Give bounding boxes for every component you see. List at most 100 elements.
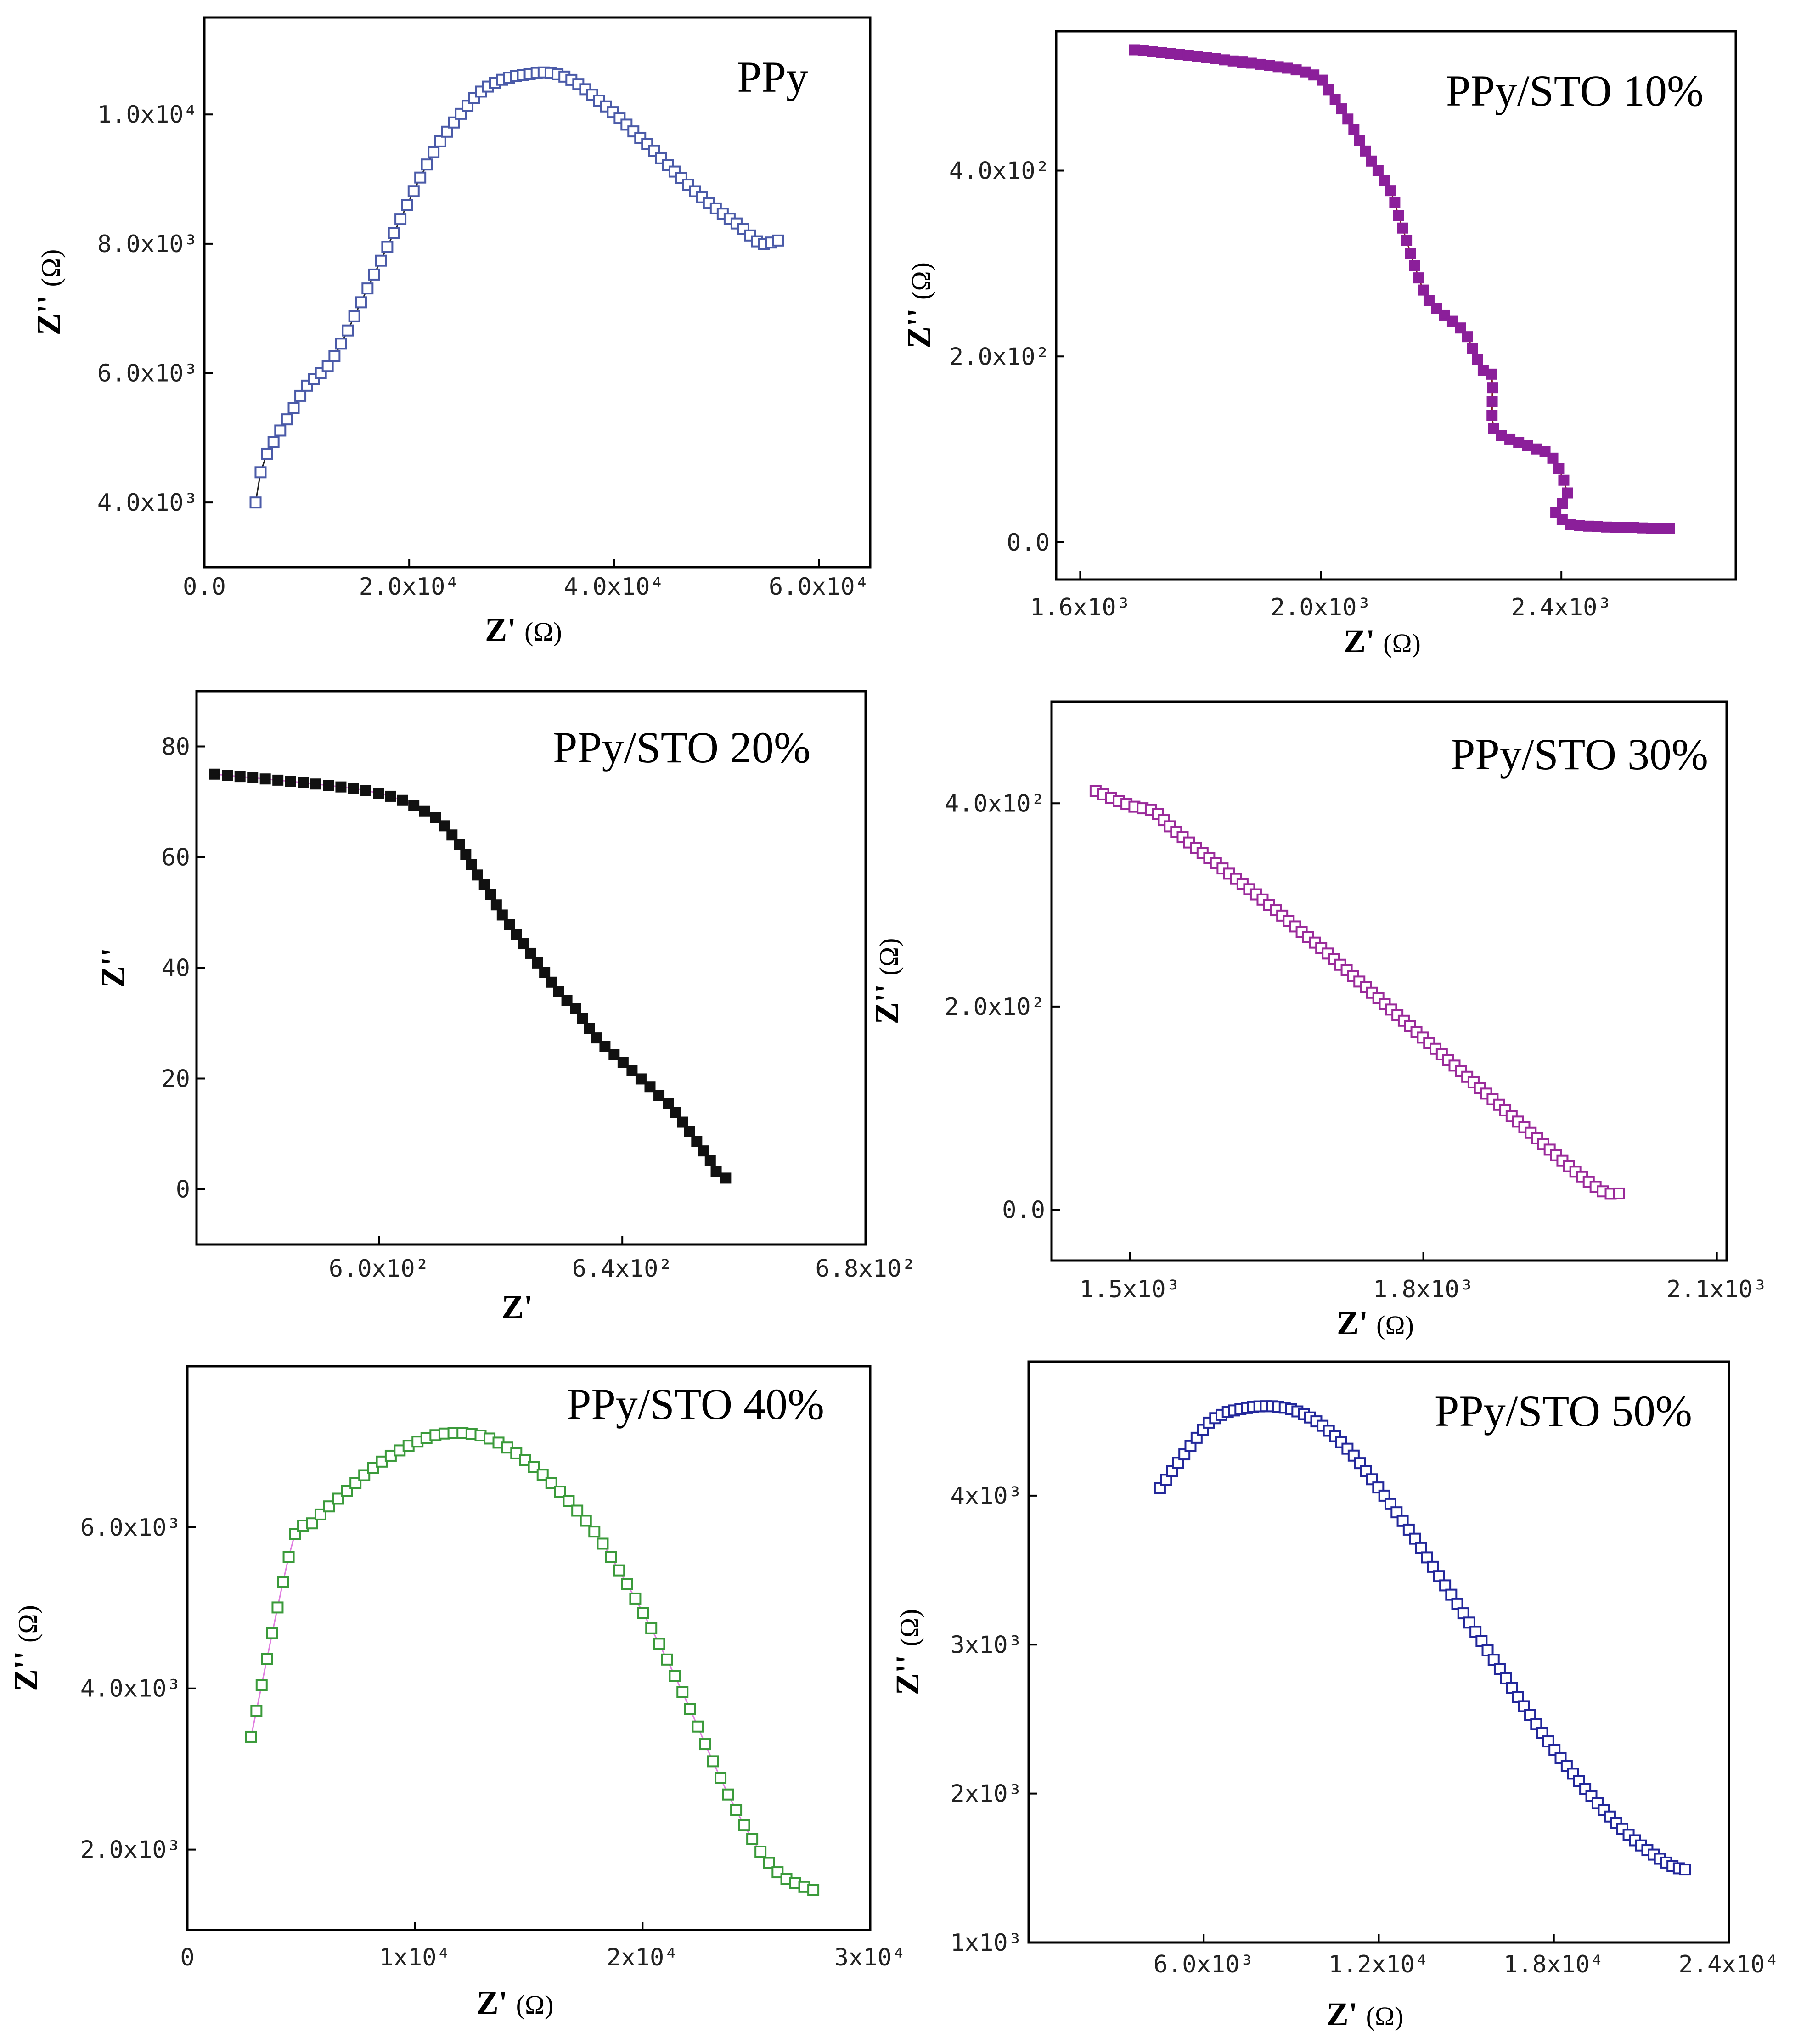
- data-point: [348, 310, 360, 322]
- data-point: [1245, 57, 1257, 69]
- y-tick-label: 8.0x10³: [97, 231, 198, 258]
- data-point: [553, 986, 564, 997]
- data-point: [1553, 463, 1565, 474]
- data-point: [1272, 61, 1284, 73]
- x-tick-label: 6.8x10²: [815, 1255, 916, 1283]
- panel-title: PPy/STO 30%: [1451, 730, 1708, 779]
- y-axis-label: Z'' (Ω): [900, 262, 937, 349]
- data-point: [259, 773, 271, 785]
- y-axis-label: Z'': [95, 947, 131, 988]
- data-point: [1405, 248, 1416, 259]
- data-point: [617, 1057, 629, 1068]
- data-point: [1457, 1607, 1469, 1620]
- data-point: [588, 1526, 601, 1538]
- data-point: [1423, 295, 1435, 306]
- plot-frame: [1055, 30, 1737, 581]
- data-point: [613, 1564, 625, 1577]
- data-point: [1402, 1523, 1415, 1536]
- data-point: [247, 772, 259, 783]
- x-tick-label: 2.0x10⁴: [359, 573, 460, 601]
- data-point: [670, 1107, 681, 1118]
- data-point: [663, 1098, 674, 1109]
- plot-frame: [1027, 1360, 1730, 1944]
- data-point: [637, 1607, 649, 1619]
- y-tick-label: 4.0x10³: [97, 489, 198, 517]
- data-point: [1360, 145, 1371, 157]
- data-point: [367, 1462, 379, 1474]
- data-point: [571, 1504, 584, 1517]
- data-point: [361, 282, 374, 295]
- data-point: [306, 1517, 318, 1530]
- data-point: [401, 199, 413, 211]
- data-point: [1439, 309, 1450, 321]
- data-point: [1467, 343, 1478, 354]
- data-point: [1336, 103, 1347, 115]
- data-point: [1455, 322, 1466, 334]
- data-point: [554, 1486, 566, 1498]
- data-point: [1137, 45, 1149, 56]
- data-point: [519, 1454, 531, 1466]
- data-point: [266, 1627, 278, 1639]
- x-tick-label: 0.0: [183, 573, 226, 601]
- x-axis-label: Z' (Ω): [485, 611, 562, 648]
- data-point: [722, 1788, 734, 1801]
- x-tick-label: 2.1x10³: [1666, 1276, 1767, 1303]
- y-tick-label: 2.0x10²: [949, 343, 1050, 371]
- data-point: [584, 1023, 595, 1034]
- data-point: [1610, 522, 1621, 533]
- data-point: [691, 1136, 703, 1147]
- data-point: [1366, 155, 1377, 167]
- data-point: [342, 324, 354, 337]
- data-point: [1174, 49, 1185, 60]
- data-point: [397, 794, 408, 806]
- data-point: [1524, 1709, 1536, 1721]
- data-point: [323, 780, 334, 791]
- data-point: [1433, 1570, 1445, 1582]
- x-axis-label: Z' (Ω): [1344, 623, 1421, 659]
- data-point: [1562, 487, 1573, 499]
- plot-frame: [203, 16, 872, 569]
- x-axis-label: Z': [501, 1289, 533, 1325]
- series-line: [214, 773, 726, 1179]
- data-point: [1646, 523, 1657, 534]
- y-tick-label: 40: [161, 955, 190, 982]
- data-point: [341, 1485, 353, 1497]
- y-tick-label: 20: [161, 1065, 190, 1093]
- data-point: [1409, 260, 1420, 271]
- data-point: [599, 1041, 611, 1052]
- data-point: [1299, 66, 1311, 78]
- y-tick-label: 80: [161, 733, 190, 761]
- data-point: [807, 1884, 820, 1896]
- data-point: [485, 889, 496, 900]
- data-point: [684, 1126, 695, 1137]
- data-point: [272, 774, 284, 786]
- data-point: [255, 1679, 268, 1691]
- data-point: [360, 785, 372, 796]
- data-point: [504, 919, 515, 930]
- panel-5: 0 1x10⁴ 2x10⁴ 3x10⁴ 2.0x10³ 4.0x10³ 6.0x10³ Z' …: [7, 1365, 906, 2021]
- data-point: [321, 360, 334, 372]
- data-point: [448, 116, 460, 129]
- y-tick-label: 4.0x10²: [949, 158, 1050, 185]
- panel-title: PPy: [737, 52, 808, 101]
- data-point: [314, 1508, 326, 1520]
- data-point: [653, 1638, 665, 1650]
- data-point: [478, 879, 490, 890]
- data-point: [1506, 1682, 1518, 1694]
- data-point: [439, 820, 450, 832]
- x-tick-label: 2.0x10³: [1271, 594, 1371, 621]
- data-point: [1655, 523, 1666, 534]
- data-point: [644, 1081, 656, 1093]
- x-tick-label: 4.0x10⁴: [564, 573, 664, 601]
- data-point: [1530, 1718, 1542, 1730]
- data-point: [1237, 56, 1248, 68]
- panel-3: 6.0x10² 6.4x10² 6.8x10² 0 20 40 60 80 Z' Z'' PPy…: [95, 690, 916, 1325]
- data-point: [430, 812, 441, 823]
- data-point: [1592, 521, 1603, 532]
- data-point: [1354, 135, 1365, 146]
- plot-frame: [186, 1365, 872, 1931]
- data-point: [349, 1477, 362, 1489]
- y-tick-label: 0.0: [1007, 529, 1050, 557]
- data-point: [1427, 1560, 1439, 1573]
- data-point: [441, 125, 453, 138]
